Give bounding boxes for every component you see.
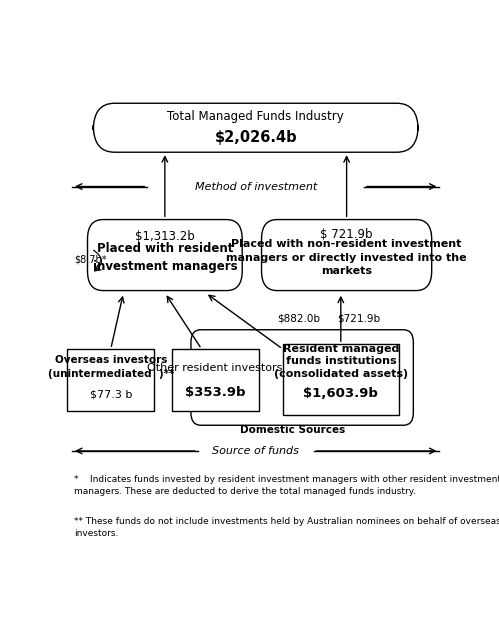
Text: $8.7b*: $8.7b* [74,255,106,265]
Text: *    Indicates funds invested by resident investment managers with other residen: * Indicates funds invested by resident i… [74,476,499,496]
FancyBboxPatch shape [93,103,418,152]
Text: Other resident investors: Other resident investors [147,363,283,373]
Text: Domestic Sources: Domestic Sources [240,425,345,435]
FancyBboxPatch shape [191,329,413,425]
Text: $77.3 b: $77.3 b [89,390,132,399]
FancyBboxPatch shape [87,219,242,291]
Text: Placed with non-resident investment
managers or directly invested into the
marke: Placed with non-resident investment mana… [227,239,467,276]
Text: Source of funds: Source of funds [212,446,299,456]
Text: Total Managed Funds Industry: Total Managed Funds Industry [167,111,344,123]
Text: Method of investment: Method of investment [195,181,317,191]
Text: $2,026.4b: $2,026.4b [215,130,297,145]
FancyBboxPatch shape [261,219,432,291]
Text: $882.0b: $882.0b [277,314,320,324]
Text: $ 721.9b: $ 721.9b [320,228,373,241]
Text: $721.9b: $721.9b [337,314,380,324]
FancyBboxPatch shape [172,349,258,411]
Text: Placed with resident
investment managers: Placed with resident investment managers [92,242,237,273]
Text: $1,603.9b: $1,603.9b [303,387,378,400]
Text: $353.9b: $353.9b [185,385,246,399]
FancyBboxPatch shape [283,345,399,415]
Text: ** These funds do not include investments held by Australian nominees on behalf : ** These funds do not include investment… [74,517,499,538]
FancyBboxPatch shape [67,349,154,411]
Text: Resident managed
funds institutions
(consolidated assets): Resident managed funds institutions (con… [274,343,408,379]
Text: Overseas investors
(unintermediated  )**: Overseas investors (unintermediated )** [47,356,174,379]
Text: $1,313.2b: $1,313.2b [135,230,195,243]
